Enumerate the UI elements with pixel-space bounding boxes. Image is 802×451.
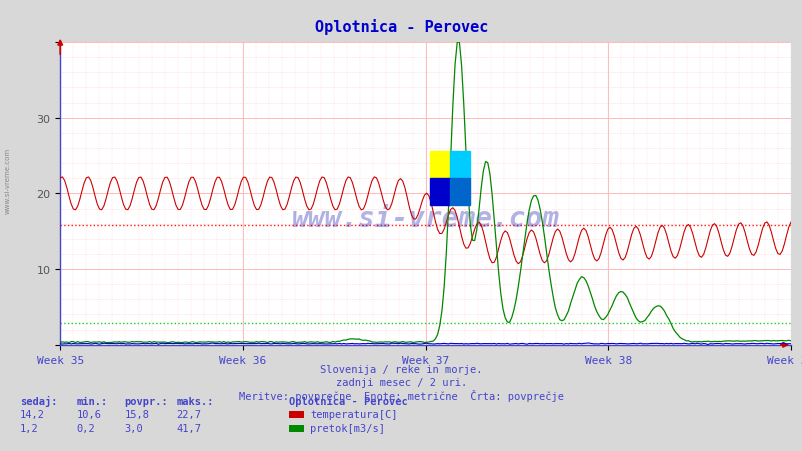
Text: 3,0: 3,0	[124, 423, 143, 433]
Text: 10,6: 10,6	[76, 409, 101, 419]
Text: www.si-vreme.com: www.si-vreme.com	[5, 147, 11, 213]
Text: www.si-vreme.com: www.si-vreme.com	[291, 204, 559, 232]
Text: 41,7: 41,7	[176, 423, 201, 433]
Text: pretok[m3/s]: pretok[m3/s]	[310, 423, 385, 433]
Text: maks.:: maks.:	[176, 396, 214, 405]
Bar	[449, 179, 469, 206]
Text: 22,7: 22,7	[176, 409, 201, 419]
Text: temperatura[C]: temperatura[C]	[310, 409, 397, 419]
Text: 0,2: 0,2	[76, 423, 95, 433]
Text: min.:: min.:	[76, 396, 107, 405]
Text: 15,8: 15,8	[124, 409, 149, 419]
Text: Meritve: povprečne  Enote: metrične  Črta: povprečje: Meritve: povprečne Enote: metrične Črta:…	[239, 389, 563, 401]
Text: Oplotnica - Perovec: Oplotnica - Perovec	[289, 396, 407, 405]
Text: 1,2: 1,2	[20, 423, 38, 433]
Bar	[449, 152, 469, 179]
Text: Slovenija / reke in morje.: Slovenija / reke in morje.	[320, 364, 482, 374]
Bar	[429, 152, 449, 179]
Text: Oplotnica - Perovec: Oplotnica - Perovec	[314, 19, 488, 35]
Text: 14,2: 14,2	[20, 409, 45, 419]
Text: sedaj:: sedaj:	[20, 395, 58, 405]
Text: zadnji mesec / 2 uri.: zadnji mesec / 2 uri.	[335, 377, 467, 387]
Text: povpr.:: povpr.:	[124, 396, 168, 405]
Bar	[429, 179, 449, 206]
